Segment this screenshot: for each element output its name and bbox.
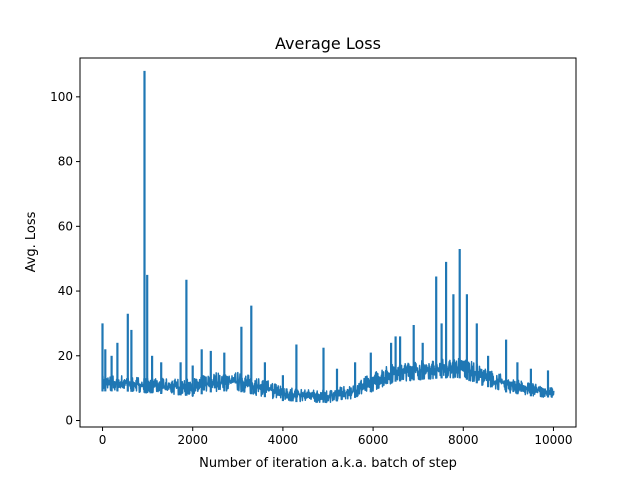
y-tick-label: 60 — [58, 219, 73, 233]
x-axis-label: Number of iteration a.k.a. batch of step — [199, 456, 457, 471]
x-tick-label: 10000 — [534, 433, 572, 447]
y-tick-label: 80 — [58, 155, 73, 169]
x-axis: 0 2000 4000 6000 8000 10000 — [99, 427, 573, 447]
y-tick-label: 100 — [50, 90, 73, 104]
chart-title: Average Loss — [275, 34, 381, 53]
y-axis: 0 20 40 60 80 100 — [50, 90, 80, 428]
loss-series-line — [101, 357, 555, 404]
y-axis-label: Avg. Loss — [24, 211, 39, 272]
plot-area — [101, 70, 555, 404]
x-tick-label: 4000 — [268, 433, 299, 447]
y-tick-label: 0 — [65, 414, 73, 428]
y-tick-label: 20 — [58, 349, 73, 363]
x-tick-label: 2000 — [177, 433, 208, 447]
x-tick-label: 0 — [99, 433, 107, 447]
axes-frame — [79, 57, 577, 428]
x-tick-label: 8000 — [448, 433, 479, 447]
x-tick-label: 6000 — [358, 433, 389, 447]
y-tick-label: 40 — [58, 284, 73, 298]
